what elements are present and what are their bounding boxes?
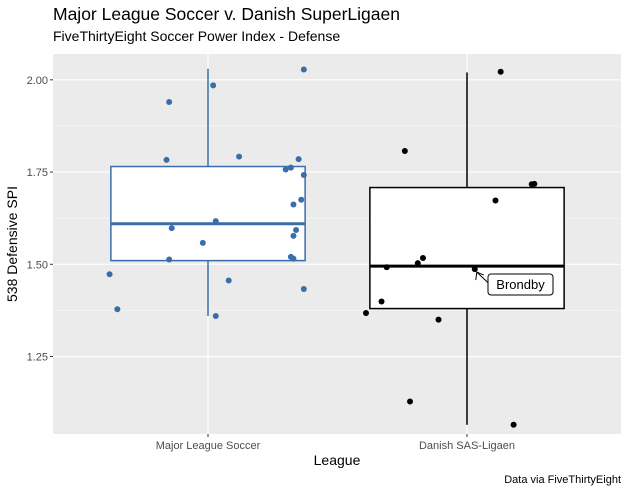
data-point [510,421,517,428]
data-point [435,316,442,323]
data-point [378,298,385,305]
axes: 1.25 1.50 1.75 2.00 Major League Soccer Danis… [27,75,515,452]
data-point [236,153,243,160]
data-point [166,98,173,105]
x-axis-title: League [314,452,361,468]
data-point [471,266,478,273]
data-point [298,196,305,203]
data-point [290,255,297,262]
data-point [210,82,217,89]
data-point [300,66,307,73]
data-point [492,197,499,204]
chart-title: Major League Soccer v. Danish SuperLigae… [53,4,400,24]
annotation-arrowhead [475,271,484,281]
y-tick-label: 1.75 [27,167,48,179]
data-point [199,239,206,246]
boxplots [110,68,565,425]
data-point [300,172,307,179]
data-point [287,164,294,171]
data-point [212,218,219,225]
data-point [168,225,175,232]
data-point [531,180,538,187]
x-tick-label: Danish SAS-Ligaen [419,440,515,452]
jitter-points [106,66,538,428]
annotation: Brondby [475,271,554,296]
data-point [419,255,426,262]
data-point [407,398,414,405]
data-point [290,232,297,239]
y-axis-title: 538 Defensive SPI [4,186,20,302]
boxplot-0 [110,68,306,316]
data-point [497,68,504,75]
data-point [106,271,113,278]
x-tick-label: Major League Soccer [156,440,261,452]
data-point [293,226,300,233]
y-tick-label: 1.50 [27,259,48,271]
data-point [300,286,307,293]
data-point [414,260,421,267]
data-point [166,256,173,263]
data-point [114,306,121,313]
data-point [401,148,408,155]
annotation-label: Brondby [496,277,545,292]
data-point [163,156,170,163]
data-point [383,264,390,271]
data-point [282,166,289,173]
data-point [225,277,232,284]
box-iqr [110,165,306,262]
data-point [290,201,297,208]
data-point [295,156,302,163]
data-point [212,312,219,319]
annotation-label-box [487,273,554,296]
chart-subtitle: FiveThirtyEight Soccer Power Index - Def… [53,28,341,44]
y-tick-label: 2.00 [27,75,48,87]
chart-caption: Data via FiveThirtyEight [504,474,621,486]
data-point [362,309,369,316]
y-tick-label: 1.25 [27,352,48,364]
